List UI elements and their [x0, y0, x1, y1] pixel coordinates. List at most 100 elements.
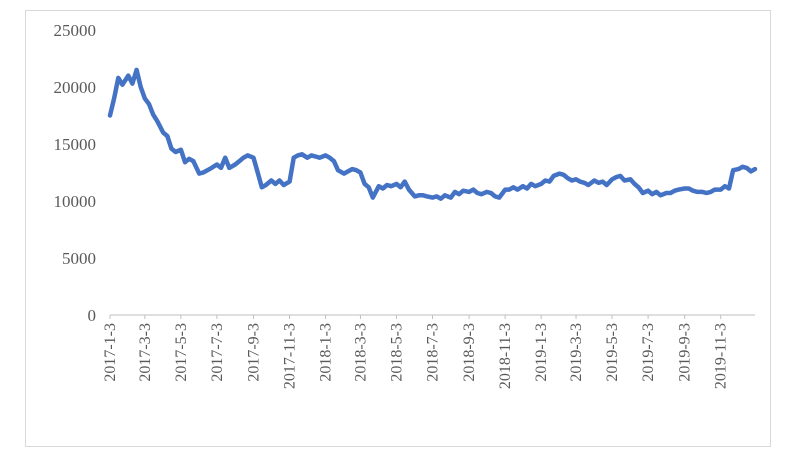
data-point — [664, 191, 668, 195]
data-point — [385, 183, 389, 187]
y-tick-label: 20000 — [54, 78, 97, 97]
data-point — [328, 156, 332, 160]
data-point — [174, 150, 178, 154]
chart-frame — [25, 10, 771, 447]
data-point — [592, 179, 596, 182]
data-point — [206, 168, 209, 172]
data-point — [503, 188, 507, 192]
data-point — [273, 182, 277, 186]
data-point — [377, 184, 381, 188]
data-point — [354, 168, 358, 172]
data-point — [597, 181, 600, 185]
x-tick-label: 2018-7-3 — [425, 323, 442, 382]
data-point — [525, 187, 529, 190]
y-tick-label: 10000 — [54, 192, 97, 211]
data-point — [677, 188, 681, 192]
data-point — [578, 180, 582, 184]
data-point — [169, 147, 173, 151]
data-point — [552, 174, 556, 178]
data-point — [120, 83, 124, 87]
data-point — [719, 188, 723, 192]
x-tick-label: 2017-9-3 — [246, 323, 263, 382]
data-point — [539, 182, 543, 186]
data-point — [497, 196, 501, 200]
x-tick-label: 2019-7-3 — [640, 323, 657, 382]
data-point — [219, 166, 223, 170]
data-point — [130, 82, 134, 86]
data-point — [521, 184, 525, 188]
data-point — [691, 189, 695, 193]
data-point — [201, 171, 205, 174]
data-point — [533, 184, 537, 188]
data-point — [650, 192, 654, 196]
data-point — [367, 185, 371, 189]
data-point — [475, 191, 479, 195]
data-point — [256, 171, 260, 174]
series-line — [107, 67, 758, 201]
x-tick-label: 2017-11-3 — [282, 323, 299, 389]
data-point — [695, 190, 699, 194]
data-point — [210, 166, 214, 170]
data-point — [314, 155, 317, 158]
data-point — [582, 181, 586, 185]
data-point — [215, 163, 219, 166]
data-point — [346, 169, 350, 173]
data-point — [269, 179, 273, 182]
data-point — [683, 187, 687, 190]
data-point — [278, 179, 281, 182]
data-point — [700, 190, 704, 194]
data-point — [471, 188, 475, 192]
data-point — [618, 174, 622, 178]
data-point — [737, 167, 740, 171]
data-point — [252, 156, 255, 160]
data-point — [741, 165, 745, 169]
data-point — [399, 185, 403, 189]
data-point — [623, 179, 626, 182]
data-point — [342, 172, 346, 176]
data-point — [282, 183, 286, 187]
data-point — [336, 168, 340, 172]
data-point — [749, 169, 753, 173]
data-point — [407, 188, 411, 192]
x-tick-label: 2019-9-3 — [677, 323, 694, 382]
data-point — [425, 194, 429, 198]
data-point — [431, 196, 434, 200]
data-point — [511, 185, 515, 189]
data-point — [457, 192, 461, 196]
x-tick-label: 2018-3-3 — [352, 323, 369, 382]
data-point — [413, 194, 417, 198]
x-tick-label: 2018-1-3 — [318, 323, 335, 382]
x-tick-label: 2017-1-3 — [102, 323, 119, 382]
data-point — [191, 159, 195, 163]
data-point — [161, 131, 165, 135]
data-point — [605, 183, 609, 187]
data-point — [485, 190, 489, 194]
x-axis: 2017-1-3 2017-3-3 2017-5-3 2017-7-3 2017-9-3… — [102, 315, 730, 389]
data-point — [309, 153, 313, 157]
y-tick-label: 15000 — [54, 135, 97, 154]
data-point — [461, 189, 465, 193]
data-point — [529, 182, 533, 186]
x-tick-label: 2019-3-3 — [568, 323, 585, 382]
data-point — [363, 182, 367, 186]
data-point — [633, 182, 636, 186]
data-point — [112, 96, 116, 100]
data-point — [187, 157, 191, 161]
data-point — [687, 187, 691, 190]
data-point — [637, 185, 641, 189]
data-point — [566, 176, 570, 180]
data-point — [654, 190, 658, 194]
data-point — [135, 68, 139, 72]
data-point — [562, 173, 566, 177]
data-point — [558, 172, 561, 176]
data-point — [165, 134, 169, 138]
data-point — [548, 180, 551, 184]
data-point — [449, 196, 453, 200]
x-tick-label: 2017-5-3 — [173, 323, 190, 382]
data-point — [395, 182, 398, 186]
data-point — [614, 175, 618, 179]
x-tick-label: 2019-5-3 — [604, 323, 621, 382]
y-tick-label: 25000 — [54, 21, 97, 40]
data-point — [507, 188, 511, 192]
data-point — [324, 153, 328, 157]
